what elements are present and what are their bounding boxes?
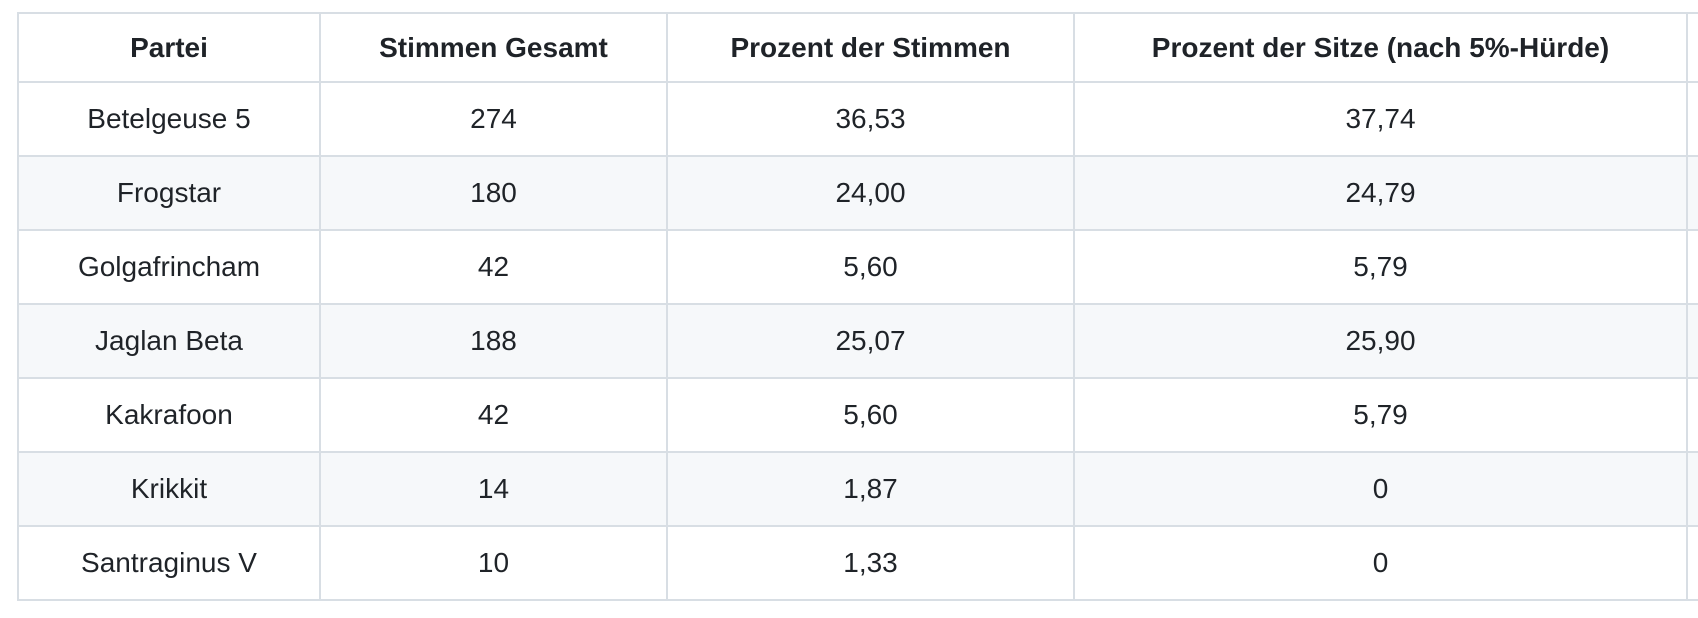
table-cell-partei: Frogstar [17,155,321,231]
table-cell-partei: Krikkit [17,451,321,527]
table-cell-prozent-der-sitze: 0 [1073,525,1688,601]
table-cell-prozent-der-stimmen: 5,60 [666,229,1075,305]
table-cell-prozent-der-sitze: 24,79 [1073,155,1688,231]
table-cell-stimmen-gesamt: 188 [319,303,668,379]
table-cell-stimmen-gesamt: 180 [319,155,668,231]
table-cell-prozent-der-stimmen: 5,60 [666,377,1075,453]
table-cell-stimmen-gesamt: 10 [319,525,668,601]
table-head: Partei Stimmen Gesamt Prozent der Stimme… [17,12,1698,83]
table-cell-prozent-der-sitze: 25,90 [1073,303,1688,379]
table-cell-partei: Betelgeuse 5 [17,81,321,157]
table-cell-sitze: 7 [1686,155,1698,231]
column-header-partei: Partei [17,12,321,83]
table-cell-prozent-der-sitze: 5,79 [1073,229,1688,305]
table-cell-sitze: 0 [1686,451,1698,527]
table-body: Betelgeuse 527436,5337,7411Frogstar18024… [17,81,1698,601]
table-cell-partei: Kakrafoon [17,377,321,453]
table-cell-stimmen-gesamt: 42 [319,229,668,305]
table-cell-prozent-der-stimmen: 24,00 [666,155,1075,231]
table-cell-sitze: 2 [1686,229,1698,305]
table-cell-prozent-der-stimmen: 1,33 [666,525,1075,601]
table-cell-prozent-der-sitze: 5,79 [1073,377,1688,453]
table-cell-prozent-der-stimmen: 1,87 [666,451,1075,527]
table-cell-stimmen-gesamt: 42 [319,377,668,453]
table-cell-stimmen-gesamt: 274 [319,81,668,157]
column-header-prozent-der-stimmen: Prozent der Stimmen [666,12,1075,83]
column-header-stimmen-gesamt: Stimmen Gesamt [319,12,668,83]
table-cell-sitze: 11 [1686,81,1698,157]
election-results-table: Partei Stimmen Gesamt Prozent der Stimme… [17,12,1698,601]
column-header-sitze: Sitze [1686,12,1698,83]
table-cell-prozent-der-sitze: 37,74 [1073,81,1688,157]
table-cell-stimmen-gesamt: 14 [319,451,668,527]
table-cell-prozent-der-sitze: 0 [1073,451,1688,527]
table-cell-sitze: 0 [1686,525,1698,601]
table-cell-sitze: 2 [1686,377,1698,453]
column-header-prozent-der-sitze: Prozent der Sitze (nach 5%-Hürde) [1073,12,1688,83]
table-cell-prozent-der-stimmen: 25,07 [666,303,1075,379]
table-cell-prozent-der-stimmen: 36,53 [666,81,1075,157]
table-header-row: Partei Stimmen Gesamt Prozent der Stimme… [17,12,1698,83]
table-cell-partei: Jaglan Beta [17,303,321,379]
table-cell-partei: Golgafrincham [17,229,321,305]
table-cell-sitze: 9 [1686,303,1698,379]
table-cell-partei: Santraginus V [17,525,321,601]
